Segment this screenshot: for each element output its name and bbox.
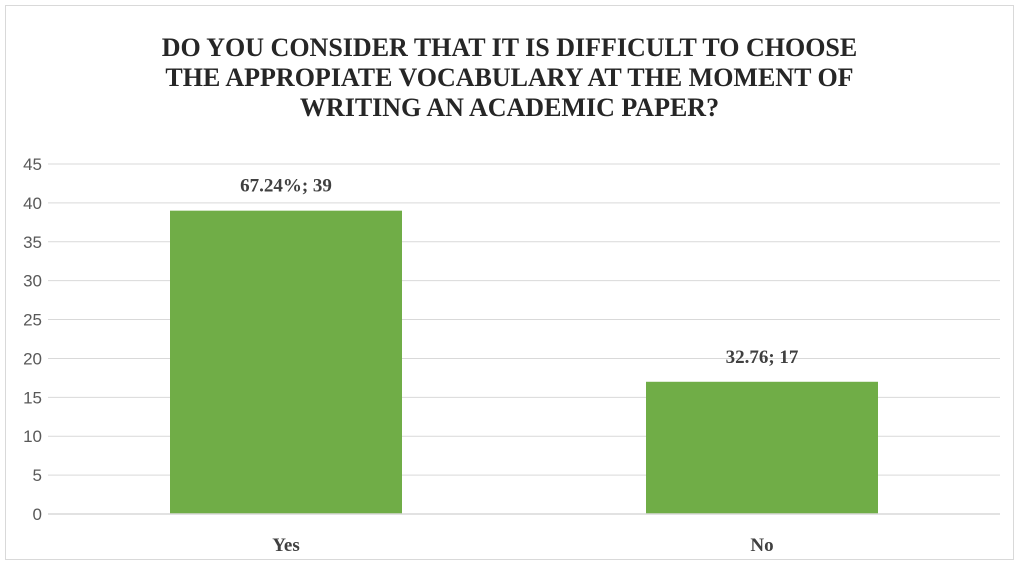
- y-tick-label: 25: [23, 311, 42, 330]
- data-label: 67.24%; 39: [240, 176, 332, 197]
- bar-yes: [170, 210, 402, 514]
- x-category-label: Yes: [272, 535, 299, 556]
- x-axis-category-labels: Yes No: [272, 535, 773, 556]
- y-tick-label: 0: [33, 505, 42, 524]
- y-tick-label: 45: [23, 155, 42, 174]
- y-tick-label: 30: [23, 272, 42, 291]
- y-tick-label: 35: [23, 233, 42, 252]
- data-labels: 67.24%; 39 32.76; 17: [240, 176, 799, 368]
- y-tick-label: 5: [33, 466, 42, 485]
- y-tick-label: 40: [23, 194, 42, 213]
- data-label: 32.76; 17: [726, 347, 799, 368]
- y-tick-label: 15: [23, 388, 42, 407]
- bars: [170, 210, 878, 514]
- bar-no: [646, 381, 878, 514]
- y-axis-tick-labels: 0 5 10 15 20 25 30 35 40 45: [23, 155, 42, 524]
- y-tick-label: 20: [23, 349, 42, 368]
- x-category-label: No: [750, 535, 773, 556]
- y-tick-label: 10: [23, 427, 42, 446]
- chart-title: DO YOU CONSIDER THAT IT IS DIFFICULT TO …: [161, 33, 858, 122]
